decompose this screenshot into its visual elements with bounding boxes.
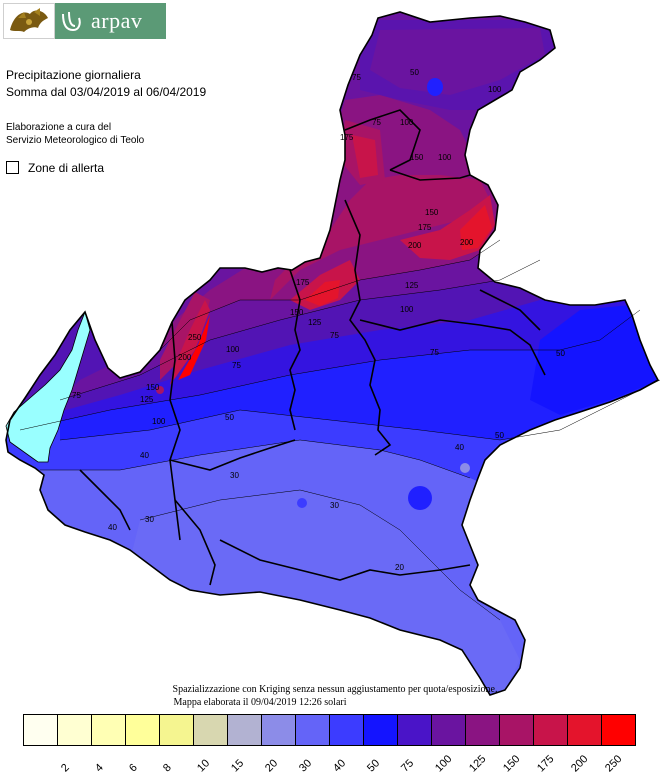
contour-label: 50: [410, 68, 419, 77]
credit-line-1: Elaborazione a cura del: [6, 122, 112, 133]
alert-zone-boundaries: [5, 11, 660, 696]
contour-label: 250: [188, 333, 202, 342]
arpav-mark-icon: [62, 11, 81, 32]
contour-label: 30: [330, 501, 339, 510]
scale-cell: [499, 714, 534, 746]
lion-emblem-icon: [3, 3, 55, 39]
contour-label: 125: [140, 395, 154, 404]
contour-label: 75: [330, 331, 339, 340]
scale-tick-label: 200: [569, 753, 591, 775]
production-date: Mappa elaborata il 09/04/2019 12:26 sola…: [173, 697, 347, 708]
contour-label: 30: [230, 471, 239, 480]
scale-cell: [125, 714, 160, 746]
contour-label: 40: [140, 451, 149, 460]
contour-label: 200: [460, 238, 474, 247]
contour-label: 75: [372, 118, 381, 127]
scale-tick-label: 75: [399, 757, 417, 775]
scale-tick-label: 40: [331, 757, 349, 775]
scale-tick-label: 20: [263, 757, 281, 775]
arpav-brand: arpav: [55, 3, 166, 39]
scale-tick-label: 6: [127, 761, 140, 775]
contour-label: 50: [495, 431, 504, 440]
isohyets: [19, 239, 661, 621]
precipitation-map: 50 75 100 100 75 175 150 100 200 175 200…: [5, 11, 661, 696]
precipitation-color-scale: [23, 714, 639, 746]
scale-tick-label: 10: [195, 757, 213, 775]
contour-label: 75: [72, 391, 81, 400]
contour-label: 175: [296, 278, 310, 287]
contour-label: 150: [410, 153, 424, 162]
scale-cell: [397, 714, 432, 746]
contour-label: 175: [340, 133, 354, 142]
scale-cell: [567, 714, 602, 746]
scale-cell: [23, 714, 58, 746]
contour-label: 75: [430, 348, 439, 357]
contour-label: 200: [178, 353, 192, 362]
credit-line-2: Servizio Meteorologico di Teolo: [6, 135, 145, 146]
scale-cell: [329, 714, 364, 746]
scale-tick-label: 50: [365, 757, 383, 775]
scale-cell: [261, 714, 296, 746]
alert-zone-swatch: [6, 161, 19, 174]
scale-cell: [601, 714, 636, 746]
arpav-wordmark: arpav: [91, 8, 143, 33]
alert-zone-label: Zone di allerta: [28, 161, 105, 175]
scale-tick-label: 100: [433, 753, 455, 775]
contour-label: 20: [395, 563, 404, 572]
contour-label: 40: [108, 523, 117, 532]
scale-tick-label: 250: [603, 753, 625, 775]
scale-tick-label: 8: [161, 761, 174, 775]
contour-label: 150: [290, 308, 304, 317]
contour-label: 30: [145, 515, 154, 524]
scale-tick-label: 4: [93, 761, 106, 775]
contour-label: 75: [352, 73, 361, 82]
scale-tick-label: 2: [59, 761, 72, 775]
color-scale-ticks: 2 4 6 8 10 15 20 30 40 50 75 100 125 150 175 200 250: [23, 748, 643, 774]
scale-cell: [431, 714, 466, 746]
scale-cell: [227, 714, 262, 746]
contour-label: 50: [225, 413, 234, 422]
lake-garda: [5, 310, 91, 463]
scale-tick-label: 30: [297, 757, 315, 775]
scale-tick-label: 175: [535, 753, 557, 775]
contour-label: 175: [418, 223, 432, 232]
contour-label: 100: [152, 417, 166, 426]
scale-cell: [159, 714, 194, 746]
contour-label: 100: [226, 345, 240, 354]
scale-tick-label: 15: [229, 757, 247, 775]
map-title: Precipitazione giornaliera: [6, 68, 141, 82]
contour-label: 50: [556, 349, 565, 358]
scale-cell: [295, 714, 330, 746]
scale-cell: [91, 714, 126, 746]
scale-tick-label: 125: [467, 753, 489, 775]
contour-label: 100: [400, 118, 414, 127]
scale-cell: [363, 714, 398, 746]
contour-label: 100: [488, 85, 502, 94]
contour-label: 100: [438, 153, 452, 162]
contour-label: 40: [455, 443, 464, 452]
arpav-logo: arpav: [3, 3, 166, 39]
scale-tick-label: 150: [501, 753, 523, 775]
scale-cell: [533, 714, 568, 746]
contour-label: 200: [408, 241, 422, 250]
map-period: Somma dal 03/04/2019 al 06/04/2019: [6, 85, 207, 99]
contour-label: 125: [308, 318, 322, 327]
contour-label: 150: [146, 383, 160, 392]
contour-label: 150: [425, 208, 439, 217]
contour-label: 100: [400, 305, 414, 314]
scale-cell: [465, 714, 500, 746]
method-note: Spazializzazione con Kriging senza nessu…: [172, 684, 498, 695]
contour-label: 125: [405, 281, 419, 290]
contour-label: 75: [232, 361, 241, 370]
scale-cell: [193, 714, 228, 746]
scale-cell: [57, 714, 92, 746]
